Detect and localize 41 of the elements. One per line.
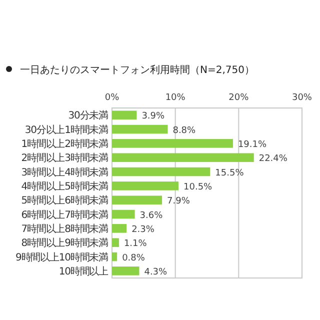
x-tick-label: 30% (292, 93, 312, 103)
bar (112, 110, 137, 120)
y-tick-label: 2時間以上3時間未満 (21, 152, 109, 164)
bar (112, 182, 178, 190)
bar (112, 252, 118, 262)
y-tick-label: 8時間以上9時間未満 (21, 237, 109, 250)
bar (112, 210, 135, 219)
data-label: 10.5% (184, 182, 213, 192)
chart-title: 一日あたりのスマートフォン利用時間（N=2,750） (20, 64, 254, 76)
data-label: 8.8% (172, 126, 196, 136)
data-label: 3.9% (142, 112, 166, 122)
y-tick-label: 7時間以上8時間未満 (21, 222, 109, 235)
data-label: 15.5% (215, 168, 244, 178)
bar (112, 167, 210, 176)
y-tick-label: 3時間以上4時間未満 (21, 166, 109, 178)
y-tick-label: 30分以上1時間未満 (24, 124, 109, 136)
data-label: 0.8% (122, 253, 146, 264)
bar (112, 139, 233, 148)
data-label: 22.4% (258, 154, 288, 164)
data-label: 4.3% (144, 267, 168, 278)
data-label: 3.6% (140, 210, 164, 221)
y-tick-label: 10時間以上 (58, 265, 109, 278)
x-tick-label: 0% (104, 93, 120, 103)
bar (112, 238, 119, 247)
y-tick-label: 5時間以上6時間未満 (21, 194, 109, 207)
data-label: 7.9% (167, 196, 190, 207)
y-tick-label: 6時間以上7時間未満 (21, 208, 109, 221)
y-tick-label: 30分未満 (68, 110, 109, 122)
y-tick-label: 9時間以上10時間未満 (16, 251, 109, 264)
bar (112, 196, 162, 204)
data-label: 19.1% (238, 140, 268, 150)
data-label: 1.1% (124, 239, 148, 250)
x-tick-label: 20% (228, 93, 250, 103)
y-tick-label: 4時間以上5時間未満 (21, 180, 109, 192)
bar (112, 266, 140, 276)
y-tick-label: 1時間以上2時間未満 (21, 138, 109, 150)
x-tick-label: 10% (165, 93, 186, 103)
bar (112, 153, 254, 162)
data-label: 2.3% (132, 224, 155, 235)
bar (112, 124, 168, 134)
bar (112, 224, 127, 233)
